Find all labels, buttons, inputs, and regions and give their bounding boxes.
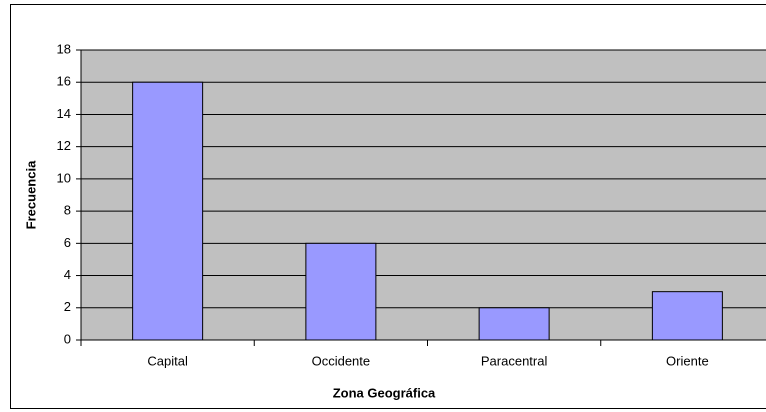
y-tick-label: 6 xyxy=(64,235,71,250)
y-tick-label: 14 xyxy=(57,106,71,121)
x-tick-label: Capital xyxy=(147,353,188,368)
bar xyxy=(478,307,550,341)
y-tick-label: 12 xyxy=(57,138,71,153)
y-tick-label: 18 xyxy=(57,41,71,56)
y-tick-label: 16 xyxy=(57,74,71,89)
x-tick-label: Paracentral xyxy=(481,353,548,368)
x-tick-label: Occidente xyxy=(312,353,371,368)
y-tick-label: 0 xyxy=(64,331,71,346)
bar xyxy=(651,291,723,341)
x-axis-label: Zona Geográfica xyxy=(333,385,436,400)
y-tick-label: 4 xyxy=(64,267,71,282)
bar xyxy=(305,242,377,341)
y-tick-label: 2 xyxy=(64,299,71,314)
y-tick-label: 8 xyxy=(64,203,71,218)
y-tick-label: 10 xyxy=(57,170,71,185)
bar xyxy=(132,81,204,341)
x-tick-label: Oriente xyxy=(666,353,709,368)
y-axis-label: Frecuencia xyxy=(23,160,38,229)
